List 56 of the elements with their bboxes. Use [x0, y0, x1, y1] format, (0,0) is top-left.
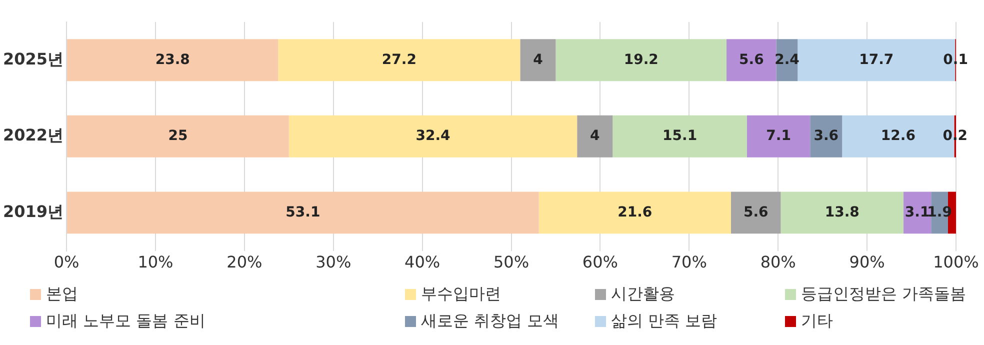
bar [726, 39, 776, 82]
data-label: 3.6 [814, 128, 839, 144]
legend-label: 본업 [46, 284, 78, 305]
x-tick-label: 10% [138, 252, 174, 272]
x-tick-label: 90% [849, 252, 885, 272]
y-tick-label: 2019년 [3, 202, 64, 221]
x-tick-label: 60% [582, 252, 618, 272]
data-label: 23.8 [155, 52, 190, 68]
bar [730, 192, 781, 234]
data-label: 27.2 [382, 52, 416, 68]
legend-label: 삶의 만족 보람 [611, 311, 718, 332]
data-label: 19.2 [624, 52, 658, 68]
bar [746, 115, 810, 158]
data-label: 4 [590, 128, 600, 144]
legend-label: 등급인정받은 가족돌봄 [801, 284, 966, 305]
data-label: 17.7 [859, 52, 894, 68]
data-label: 32.4 [416, 128, 451, 144]
data-label: 5.6 [743, 204, 768, 220]
bar [556, 39, 727, 82]
data-label: 15.1 [662, 128, 698, 144]
data-label: 4 [533, 52, 544, 68]
bar [67, 39, 278, 82]
data-label: 13.8 [824, 204, 860, 220]
bar [520, 39, 556, 82]
x-tick-label: 80% [760, 252, 796, 272]
data-label: 12.6 [880, 128, 916, 144]
x-tick-label: 30% [316, 252, 352, 272]
bar [278, 39, 520, 82]
legend-label: 부수입마련 [421, 284, 501, 305]
y-tick-label: 2025년 [3, 49, 64, 68]
legend-label: 미래 노부모 돌봄 준비 [46, 311, 206, 332]
data-label: 3.1 [904, 204, 930, 220]
bar [288, 115, 578, 158]
y-tick-label: 2022년 [3, 126, 64, 145]
data-label: 2.4 [774, 52, 800, 68]
legend-label: 새로운 취창업 모색 [421, 311, 560, 332]
bar [67, 192, 539, 234]
bar [780, 192, 904, 234]
data-label: 53.1 [286, 204, 320, 220]
legend-label: 시간활용 [611, 284, 675, 305]
bar [612, 115, 747, 158]
data-label: 5.6 [739, 52, 764, 68]
bar [538, 192, 731, 234]
bar [67, 115, 289, 158]
x-tick-label: 70% [671, 252, 707, 272]
x-tick-label: 50% [493, 252, 530, 272]
data-label: 21.6 [618, 204, 652, 220]
x-tick-label: 40% [404, 252, 440, 272]
x-tick-label: 20% [226, 252, 262, 272]
legend-label: 기타 [801, 311, 833, 332]
bar [810, 115, 842, 158]
data-label: 25 [168, 128, 188, 144]
data-label: 7.1 [766, 128, 791, 144]
x-tick-label: 100% [933, 252, 979, 272]
bar [577, 115, 613, 158]
x-tick-label: 0% [54, 252, 80, 272]
